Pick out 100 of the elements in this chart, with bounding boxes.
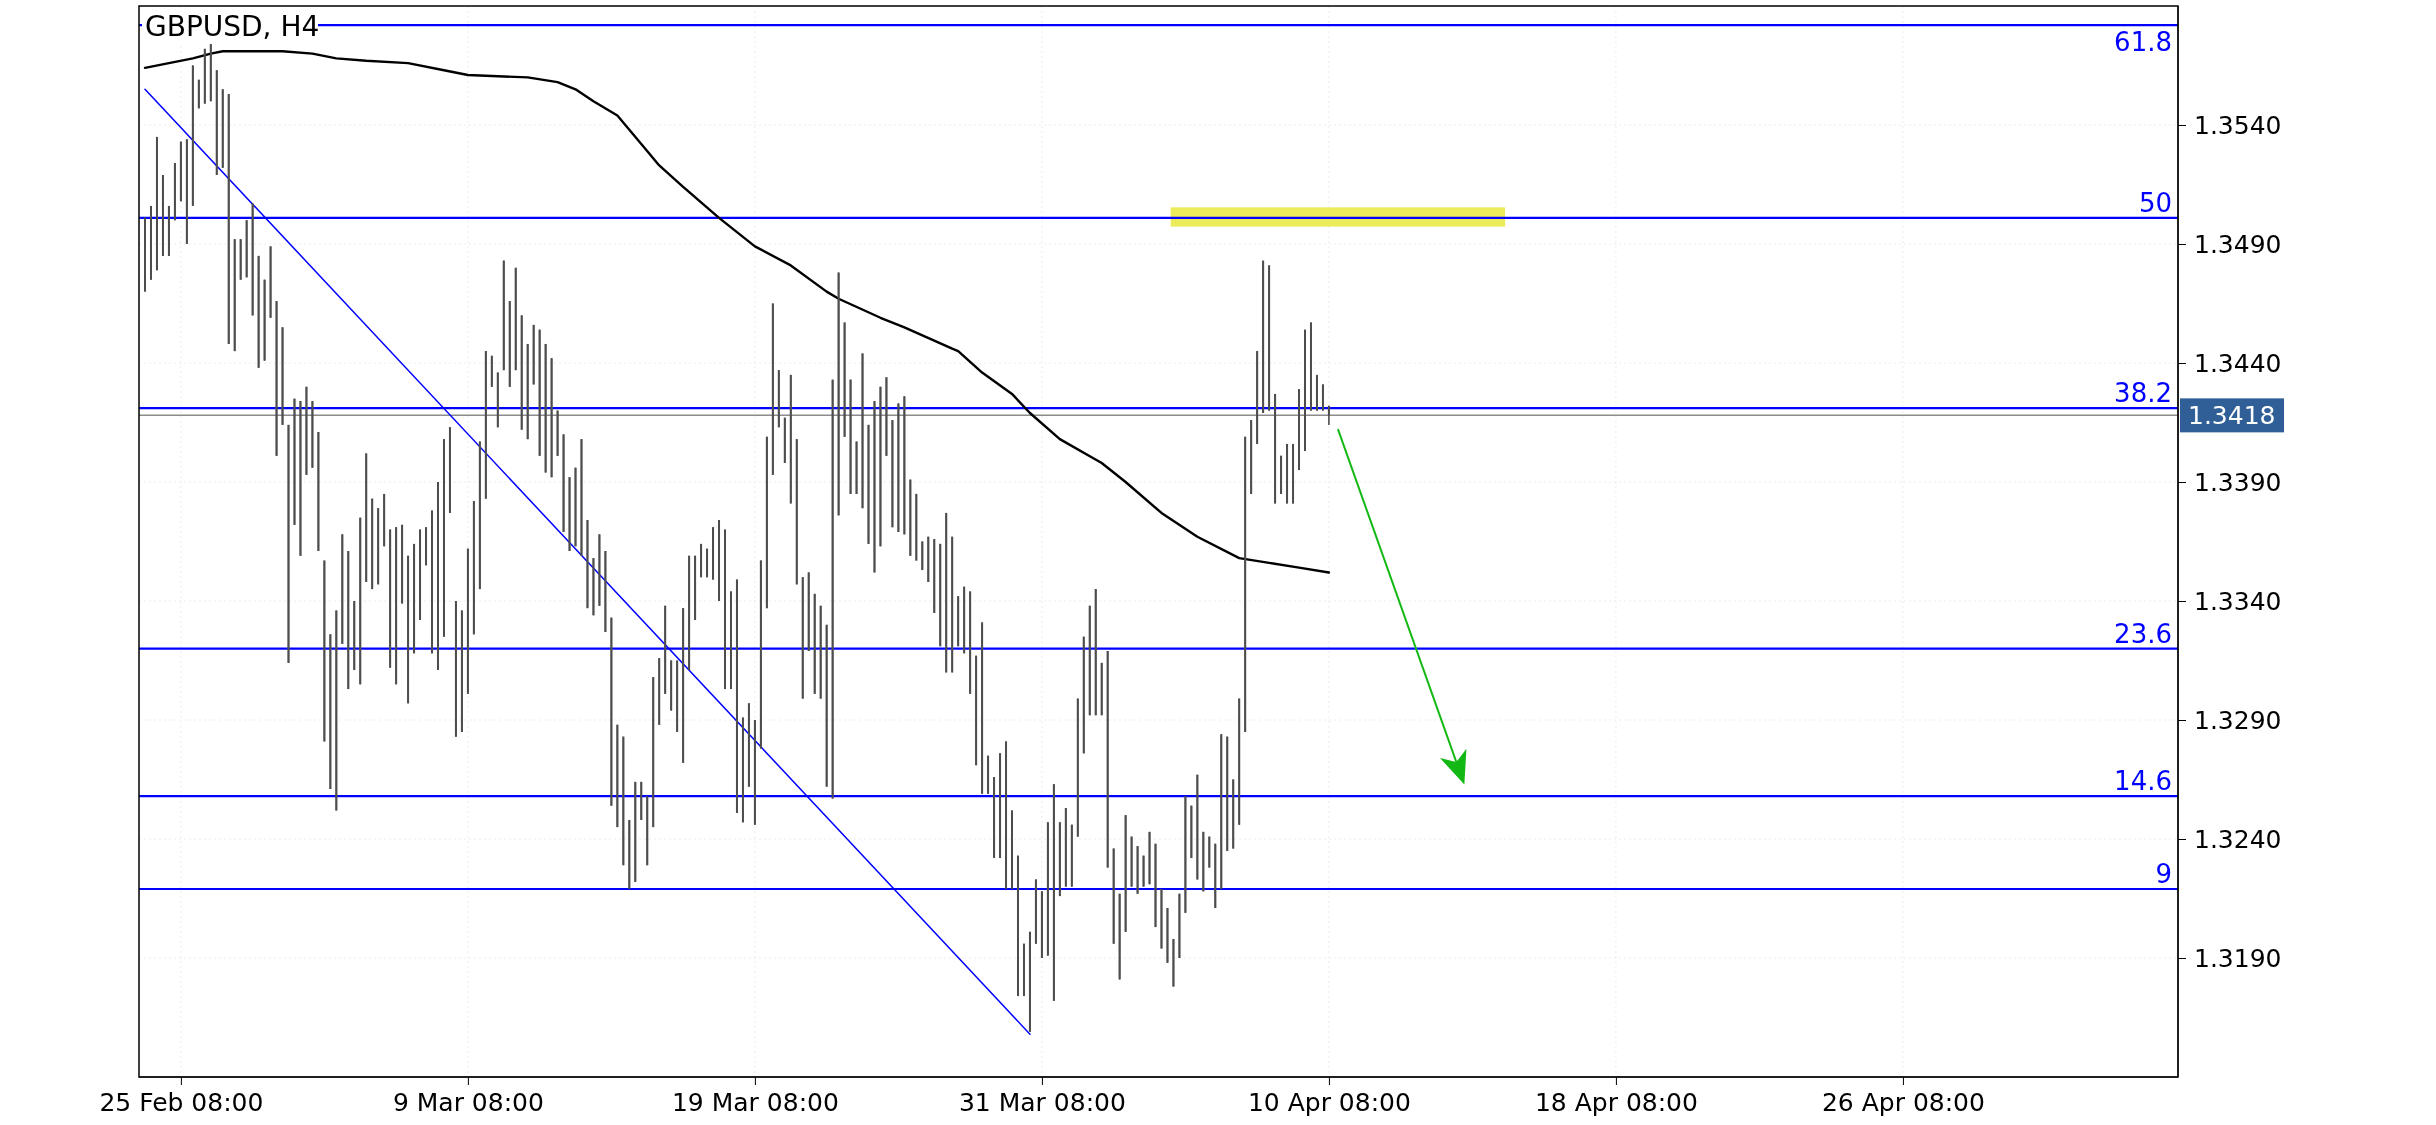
candlestick	[580, 438, 583, 557]
candlestick	[329, 633, 332, 790]
candlestick	[819, 604, 822, 700]
candlestick	[945, 512, 948, 674]
candlestick	[538, 328, 541, 457]
candlestick	[1226, 735, 1229, 852]
candlestick	[939, 543, 942, 648]
candlestick	[347, 550, 350, 690]
candlestick	[831, 379, 834, 799]
candlestick	[729, 590, 732, 690]
candlestick	[562, 433, 565, 533]
candlestick	[652, 676, 655, 828]
candlestick	[789, 374, 792, 505]
candlestick	[843, 322, 846, 437]
annotation: 14.6	[2114, 766, 2172, 797]
x-tick-label: 9 Mar 08:00	[392, 1087, 544, 1117]
candlestick	[520, 314, 523, 431]
candlestick	[341, 533, 344, 645]
candlestick	[311, 400, 314, 469]
candlestick	[855, 440, 858, 495]
candlestick	[724, 528, 726, 690]
candlestick	[496, 371, 499, 429]
candlestick	[1160, 888, 1163, 950]
x-tick-label: 26 Apr 08:00	[1821, 1087, 1985, 1117]
candlestick	[532, 324, 535, 386]
candlestick	[1172, 938, 1175, 988]
x-tick-label: 19 Mar 08:00	[671, 1087, 839, 1117]
candlestick	[1184, 795, 1187, 914]
x-tick-label: 10 Apr 08:00	[1247, 1087, 1411, 1117]
candlestick	[371, 497, 374, 590]
annotation: 61.8	[2114, 27, 2172, 58]
candlestick	[233, 238, 236, 352]
candlestick	[795, 438, 798, 586]
candlestick	[927, 535, 930, 583]
candlestick	[1196, 773, 1199, 881]
candlestick	[1082, 635, 1085, 755]
annotation: 50	[2138, 187, 2172, 218]
candlestick	[1178, 892, 1181, 959]
candlestick	[144, 217, 146, 293]
y-tick-label: 1.3390	[2194, 467, 2282, 497]
candlestick	[646, 795, 649, 866]
candlestick	[1154, 842, 1157, 928]
candlestick	[221, 88, 224, 169]
candlestick	[1112, 847, 1115, 945]
candlestick	[1142, 854, 1145, 888]
candlestick	[1166, 907, 1169, 964]
candlestick	[299, 400, 302, 557]
candlestick	[903, 395, 906, 536]
annotation: 23.6	[2114, 618, 2172, 649]
candlestick	[1303, 328, 1306, 452]
candlestick	[323, 559, 326, 743]
candlestick	[622, 735, 625, 866]
candlestick	[1232, 778, 1235, 850]
candlestick	[718, 519, 721, 602]
candlestick	[574, 466, 577, 548]
candlestick	[837, 272, 840, 516]
candlestick	[640, 781, 643, 821]
chart-title: GBPUSD, H4	[145, 10, 320, 43]
candlestick	[317, 431, 320, 552]
y-tick-label: 1.3540	[2194, 110, 2282, 140]
candlestick	[1094, 588, 1097, 717]
candlestick	[508, 300, 511, 388]
candlestick	[1214, 842, 1217, 909]
y-tick-label: 1.3440	[2194, 348, 2282, 378]
candlestick	[801, 576, 804, 700]
x-tick-label: 31 Mar 08:00	[958, 1087, 1126, 1117]
line-series	[143, 50, 1331, 574]
candlestick	[526, 343, 529, 440]
candlestick	[502, 259, 505, 371]
candlestick	[1148, 831, 1151, 886]
candlestick	[616, 723, 619, 828]
candlestick	[436, 482, 439, 671]
candlestick	[1190, 804, 1193, 859]
candlestick	[879, 386, 882, 548]
candlestick	[1202, 831, 1205, 893]
candlestick	[281, 326, 284, 426]
candlestick	[556, 409, 559, 457]
candlestick	[227, 93, 230, 345]
candlestick	[287, 424, 290, 664]
candlestick	[251, 202, 254, 317]
candlestick	[1298, 388, 1301, 471]
candlestick	[586, 519, 589, 609]
candlestick	[431, 509, 434, 655]
candlestick	[239, 238, 242, 281]
candlestick	[933, 538, 936, 614]
annotation: 9	[2155, 858, 2172, 889]
candlestick	[353, 600, 356, 671]
candlestick	[891, 419, 894, 529]
candlestick	[1220, 733, 1223, 890]
annotation: 38.2	[2114, 378, 2172, 409]
candlestick	[807, 571, 810, 652]
y-tick-label: 1.3490	[2194, 229, 2282, 259]
x-tick-label: 18 Apr 08:00	[1534, 1087, 1698, 1117]
candlestick	[275, 300, 278, 457]
candlestick	[867, 424, 870, 545]
candlestick	[365, 452, 368, 583]
candlestick	[1106, 650, 1109, 869]
candlestick	[813, 593, 816, 695]
candlestick	[861, 352, 864, 509]
y-tick-label: 1.3240	[2194, 824, 2282, 854]
